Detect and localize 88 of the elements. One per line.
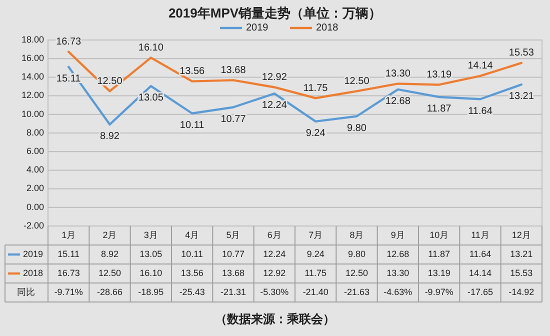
data-label: 11.87: [428, 248, 450, 259]
x-tick-label: 1月: [62, 230, 76, 240]
text: 2019: [23, 248, 44, 259]
x-tick-label: 2月: [102, 230, 117, 240]
data-label: 16.10: [140, 268, 162, 278]
y-tick-label: 12.00: [21, 90, 44, 100]
x-tick-label: 11月: [471, 230, 490, 240]
text: 13.19: [426, 69, 452, 80]
text: 13.56: [180, 66, 205, 77]
x-tick-label: 6月: [267, 230, 282, 240]
data-label: 13.56: [180, 268, 204, 278]
y-tick-label: 2.00: [26, 183, 44, 194]
text: 12.50: [344, 76, 370, 87]
text: 13.68: [220, 64, 246, 76]
text: 11.87: [426, 104, 452, 115]
y-tick-label: 14.00: [21, 72, 44, 82]
text: 8.92: [100, 131, 120, 142]
text: 15.53: [508, 48, 534, 59]
y-tick-label: 16.00: [21, 52, 44, 63]
y-tick-label: 6.00: [26, 146, 44, 156]
text: -4.63%: [384, 286, 412, 297]
data-label: 16.73: [57, 268, 80, 278]
data-label: 13.21: [510, 248, 533, 259]
data-label: 12.24: [263, 248, 286, 259]
data-label: 12.50: [98, 268, 122, 278]
data-label: 9.24: [306, 248, 324, 259]
text: 2018: [23, 268, 44, 278]
x-tick-label: 10月: [430, 230, 449, 240]
text: -5.30%: [260, 286, 289, 297]
text: 13.21: [508, 91, 534, 102]
text: 9.80: [347, 122, 366, 134]
y-tick-label: -2.00: [23, 220, 44, 230]
y-tick-label: 8.00: [26, 127, 44, 138]
text: 13.05: [138, 92, 164, 104]
text: 10.77: [220, 114, 246, 125]
text: 13.30: [385, 68, 410, 80]
text: -9.97%: [424, 286, 454, 297]
data-label: 13.05: [140, 248, 162, 259]
y-tick-label: 4.00: [26, 164, 44, 175]
x-tick-label: 4月: [185, 230, 200, 240]
data-label: 13.19: [428, 268, 450, 278]
x-tick-label: 9月: [390, 230, 405, 240]
text: -18.95: [138, 286, 164, 297]
data-label: 10.77: [222, 248, 245, 259]
text: 9.24: [306, 128, 326, 140]
text: 12.92: [262, 72, 287, 83]
text: -14.92: [508, 286, 534, 297]
text: （数据来源：乘联会）: [215, 312, 335, 326]
text: -21.63: [344, 286, 370, 297]
data-label: 8.92: [100, 248, 119, 259]
text: -17.65: [467, 286, 494, 297]
text: 10.11: [180, 120, 204, 132]
text: -21.31: [220, 286, 246, 297]
data-label: 11.64: [469, 248, 492, 259]
legend-label: 2018: [316, 22, 339, 34]
data-label: 11.75: [304, 268, 327, 278]
x-tick-label: 8月: [350, 230, 364, 240]
data-label: 9.80: [348, 248, 366, 259]
x-tick-label: 12月: [512, 230, 531, 240]
data-label: 10.11: [181, 248, 204, 259]
data-label: 15.53: [510, 268, 533, 278]
x-tick-label: 3月: [144, 230, 158, 240]
text: 12.24: [262, 100, 287, 112]
x-tick-label: 5月: [226, 230, 240, 240]
y-tick-label: 0.00: [26, 202, 44, 212]
text: 11.75: [303, 82, 328, 94]
text: 11.64: [468, 106, 492, 117]
text: -28.66: [96, 286, 123, 297]
text: -9.71%: [54, 286, 83, 297]
data-label: 13.30: [386, 268, 410, 278]
text: -25.43: [179, 286, 205, 297]
text: 16.10: [138, 42, 164, 54]
data-label: 12.92: [263, 268, 286, 278]
y-tick-label: 18.00: [21, 34, 44, 44]
data-label: 13.68: [222, 268, 245, 278]
y-tick-label: 10.00: [21, 108, 44, 119]
data-label: 12.68: [386, 248, 410, 259]
text: -21.40: [302, 286, 328, 297]
text: 14.14: [468, 60, 493, 72]
text: 12.68: [385, 96, 410, 108]
data-label: 15.11: [58, 248, 80, 259]
legend-label: 2019: [246, 22, 269, 34]
x-tick-label: 7月: [308, 230, 323, 240]
text: 同比: [17, 286, 35, 297]
text: 16.73: [56, 36, 82, 48]
chart-title: 2019年MPV销量走势（单位：万辆）: [168, 5, 382, 20]
data-label: 12.50: [345, 268, 368, 278]
data-label: 14.14: [468, 268, 492, 278]
